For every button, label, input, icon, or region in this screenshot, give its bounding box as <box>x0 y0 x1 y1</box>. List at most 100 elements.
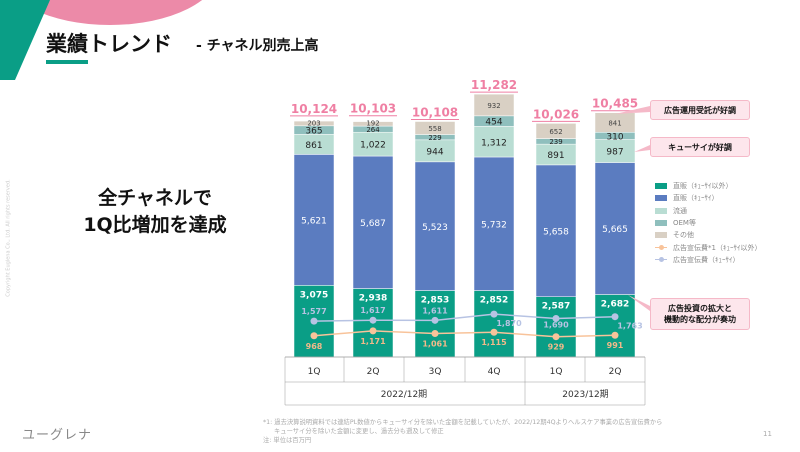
legend-label: 広告宣伝費*1（ｷｭｰｻｲ以外） <box>673 243 761 253</box>
bar-value-label: 5,523 <box>422 223 448 233</box>
legend-item: 直販（ｷｭｰｻｲ） <box>655 192 761 204</box>
legend-label: 広告宣伝費（ｷｭｰｻｲ） <box>673 255 740 265</box>
callout-text: 機動的な配分が奏功 <box>664 314 736 325</box>
line-point <box>432 317 439 324</box>
line-value-label: 1,763 <box>617 322 642 331</box>
bar-value-label: 861 <box>305 141 322 151</box>
bar-value-label: 2,938 <box>359 294 387 304</box>
line-value-label: 968 <box>306 342 323 351</box>
bar-value-label: 558 <box>428 125 441 133</box>
legend-swatch <box>655 232 667 238</box>
bar-value-label: 3,075 <box>300 290 328 300</box>
line-point <box>432 330 439 337</box>
period-label: 2023/12期 <box>562 389 608 400</box>
legend-label: OEM等 <box>673 218 696 228</box>
line-value-label: 1,870 <box>496 319 522 328</box>
line-point <box>370 317 377 324</box>
bar-value-label: 239 <box>549 138 562 146</box>
legend-item: 流通 <box>655 205 761 217</box>
bar-value-label: 454 <box>485 118 502 128</box>
legend-item: その他 <box>655 229 761 241</box>
x-tick-label: 4Q <box>488 367 501 377</box>
bar-value-label: 365 <box>305 127 322 137</box>
bar-value-label: 891 <box>547 151 564 161</box>
line-value-label: 1,690 <box>543 320 569 329</box>
bar-value-label: 229 <box>428 134 441 142</box>
bar-value-label: 5,621 <box>301 216 327 226</box>
bar-value-label: 203 <box>307 119 320 127</box>
legend-swatch <box>655 208 667 214</box>
legend-item: OEM等 <box>655 217 761 229</box>
line-point <box>612 332 619 339</box>
bar-total-label: 10,485 <box>592 97 638 111</box>
bar-value-label: 2,852 <box>480 296 508 306</box>
bar-value-label: 841 <box>608 119 621 127</box>
bar-total-label: 10,108 <box>412 106 458 120</box>
bar-total-label: 11,282 <box>471 78 517 92</box>
line-value-label: 1,577 <box>301 307 326 316</box>
callout-ad-investment: 広告投資の拡大と機動的な配分が奏功 <box>650 298 750 330</box>
x-tick-label: 1Q <box>308 367 321 377</box>
page-number: 11 <box>763 430 772 438</box>
x-tick-label: 2Q <box>367 367 380 377</box>
bar-value-label: 987 <box>606 148 623 158</box>
line-point <box>491 311 498 318</box>
bar-value-label: 192 <box>366 119 379 127</box>
bar-value-label: 5,732 <box>481 220 507 230</box>
legend-item: 直販（ｷｭｰｻｲ以外） <box>655 180 761 192</box>
legend-line-marker <box>655 257 667 263</box>
footnote-unit: 注: 単位は百万円 <box>263 435 311 444</box>
bar-value-label: 2,587 <box>542 302 570 312</box>
callout-kyusai: キューサイが好調 <box>650 137 750 157</box>
bar-value-label: 652 <box>549 128 562 136</box>
legend-swatch <box>655 195 667 201</box>
bar-value-label: 5,665 <box>602 225 628 235</box>
line-value-label: 991 <box>607 341 624 350</box>
callout-text: キューサイが好調 <box>668 142 732 153</box>
callout-text: 広告運用受託が好調 <box>664 105 736 116</box>
line-point <box>311 318 318 325</box>
legend-line-marker <box>655 245 667 251</box>
bar-value-label: 5,658 <box>543 227 569 237</box>
footnote-1: *1: 過去決算説明資料では連結PL数値からキューサイ分を除いた金額を記載してい… <box>263 417 662 426</box>
callout-text: 広告投資の拡大と <box>668 303 732 314</box>
line-point <box>311 332 318 339</box>
line-point <box>553 333 560 340</box>
legend-label: 流通 <box>673 206 687 216</box>
line-value-label: 1,611 <box>422 306 448 315</box>
line-point <box>370 327 377 334</box>
x-tick-label: 1Q <box>550 367 563 377</box>
x-tick-label: 3Q <box>429 367 442 377</box>
bar-total-label: 10,026 <box>533 107 579 121</box>
line-point <box>612 313 619 320</box>
bar-total-label: 10,103 <box>350 102 396 116</box>
bar-value-label: 932 <box>487 102 500 110</box>
legend-item: 広告宣伝費*1（ｷｭｰｻｲ以外） <box>655 241 761 253</box>
bar-value-label: 2,682 <box>601 300 629 310</box>
bar-value-label: 944 <box>426 147 443 157</box>
line-point <box>491 329 498 336</box>
legend-item: 広告宣伝費（ｷｭｰｻｲ） <box>655 254 761 266</box>
line-value-label: 1,115 <box>481 338 507 347</box>
bar-value-label: 5,687 <box>360 219 386 229</box>
line-value-label: 1,171 <box>360 337 386 346</box>
chart-legend: 直販（ｷｭｰｻｲ以外） 直販（ｷｭｰｻｲ） 流通 OEM等その他広告宣伝費*1（ｷｭｰ… <box>655 180 761 266</box>
legend-swatch <box>655 183 667 189</box>
bar-value-label: 310 <box>606 133 623 143</box>
x-tick-label: 2Q <box>609 367 622 377</box>
line-value-label: 929 <box>548 343 565 352</box>
bar-value-label: 2,853 <box>421 296 449 306</box>
callout-pointer <box>634 145 650 152</box>
legend-swatch <box>655 220 667 226</box>
legend-label: 直販（ｷｭｰｻｲ以外） <box>673 181 733 191</box>
legend-label: その他 <box>673 230 694 240</box>
period-label: 2022/12期 <box>381 389 427 400</box>
callout-ad-operation: 広告運用受託が好調 <box>650 100 750 120</box>
line-value-label: 1,617 <box>360 306 385 315</box>
bar-value-label: 1,022 <box>360 141 386 151</box>
bar-value-label: 1,312 <box>481 138 507 148</box>
legend-label: 直販（ｷｭｰｻｲ） <box>673 193 719 203</box>
bar-total-label: 10,124 <box>291 102 337 116</box>
footnote-1-cont: キューサイ分を除いた金額に変更し、過去分も遡及して修正 <box>274 426 444 435</box>
line-value-label: 1,061 <box>422 340 448 349</box>
